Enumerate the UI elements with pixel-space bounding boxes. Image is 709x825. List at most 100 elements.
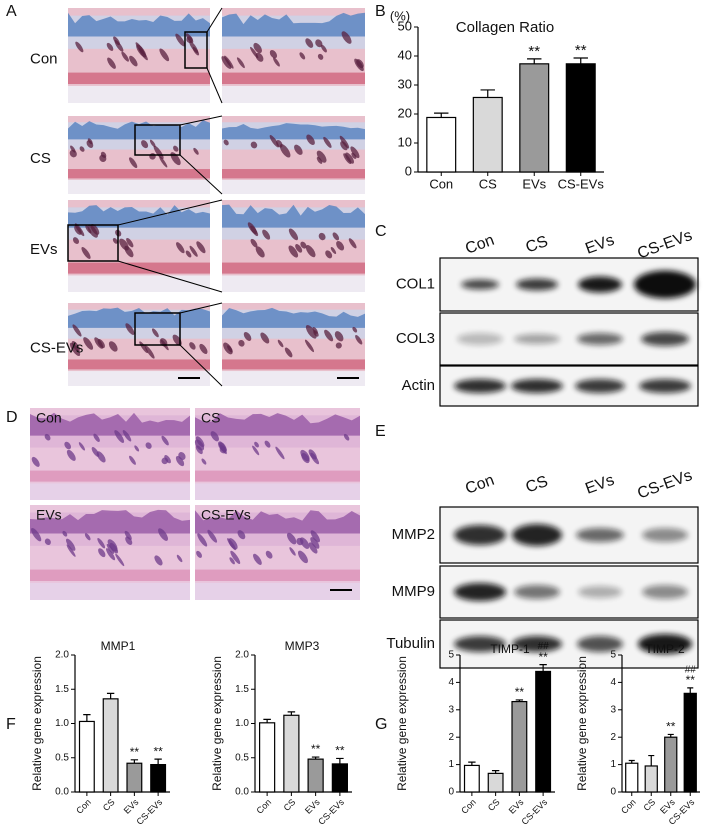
lane-label: Con [463,472,496,498]
fat [222,371,365,386]
follicle [31,456,40,467]
follicle [264,440,271,448]
follicle [250,225,259,237]
bar [565,63,596,173]
follicle [83,337,94,350]
bar [625,762,639,793]
follicle [304,339,315,353]
blot-band [634,270,696,299]
y-axis-label: Relative gene expression [395,656,409,791]
bar [664,736,678,793]
blot-label: MMP9 [392,583,435,600]
bar [463,764,480,793]
fat [30,582,190,600]
blot-band [641,332,689,346]
x-tick-label: CS [479,176,497,191]
panel-label: F [6,716,16,733]
follicle [351,152,357,159]
bar [259,722,276,793]
x-tick-label: Con [619,797,638,816]
zoom-line [179,344,223,387]
y-tick-label: 1.5 [55,684,69,695]
significance: ** [130,745,140,759]
follicle [316,156,323,164]
y-tick-label: 4 [448,677,454,688]
histology-image [194,408,360,500]
follicle [343,153,352,165]
follicle [173,145,179,152]
follicle [250,238,258,248]
follicle [195,445,203,455]
muscle [68,359,210,370]
error-bar [539,663,547,672]
fat [68,371,210,386]
y-tick-label: 0.5 [55,752,69,763]
bar [426,116,457,173]
error-bar [154,758,162,765]
follicle [354,58,364,72]
y-tick-label: 0 [405,163,412,178]
follicle [288,228,299,241]
follicle [299,52,306,60]
bar [644,765,658,793]
follicle [236,57,245,69]
follicle [350,146,360,159]
follicle [79,146,85,152]
x-tick-label: CS-EVs [316,797,346,825]
follicle [339,135,350,149]
panel-label: E [375,423,386,440]
zoom-line [206,7,223,33]
blot-band [461,279,499,290]
follicle [44,433,51,441]
y-tick-label: 5 [448,650,454,661]
follicle [276,140,283,148]
significance: ** [528,43,540,60]
blot-band [512,524,562,546]
blot-band [577,333,623,345]
follicle [121,51,129,62]
y-tick-label: 3 [610,704,616,715]
follicle [341,31,352,44]
follicle [317,53,324,60]
lane-label: Con [463,232,496,258]
bar [472,96,503,173]
blot-band [457,333,503,345]
error-bar [434,112,449,118]
image-label: CS [201,410,220,426]
follicle [74,225,82,235]
epidermis [68,205,210,228]
y-tick-label: 0.0 [235,787,249,798]
follicle [238,339,245,347]
follicle [228,538,238,550]
epidermis [222,307,365,328]
epidermis [222,123,365,140]
follicle [106,42,114,51]
error-bar [527,58,542,64]
follicle [310,452,320,465]
follicle [189,342,196,350]
muscle [195,569,360,581]
follicle [185,250,192,258]
follicle [255,246,265,258]
histology-image [221,8,365,103]
blot-label: Tubulin [386,635,435,652]
follicle [199,343,208,355]
bar [283,714,300,793]
significance: ** [153,744,163,758]
follicle [108,341,118,352]
muscle [222,169,365,179]
zoom-box [134,312,181,346]
follicle [81,246,91,259]
epidermis [68,307,210,328]
bar [150,763,167,793]
follicle [323,136,332,148]
chart-title: TIMP-1 [490,642,530,656]
blot-band [642,528,688,542]
significance: ** [311,742,321,756]
bar [307,758,324,793]
x-tick-label: EVs [122,797,141,816]
follicle [254,441,259,448]
follicle [300,241,307,249]
zoom-line [117,199,223,226]
y-axis-label: Relative gene expression [575,656,589,791]
